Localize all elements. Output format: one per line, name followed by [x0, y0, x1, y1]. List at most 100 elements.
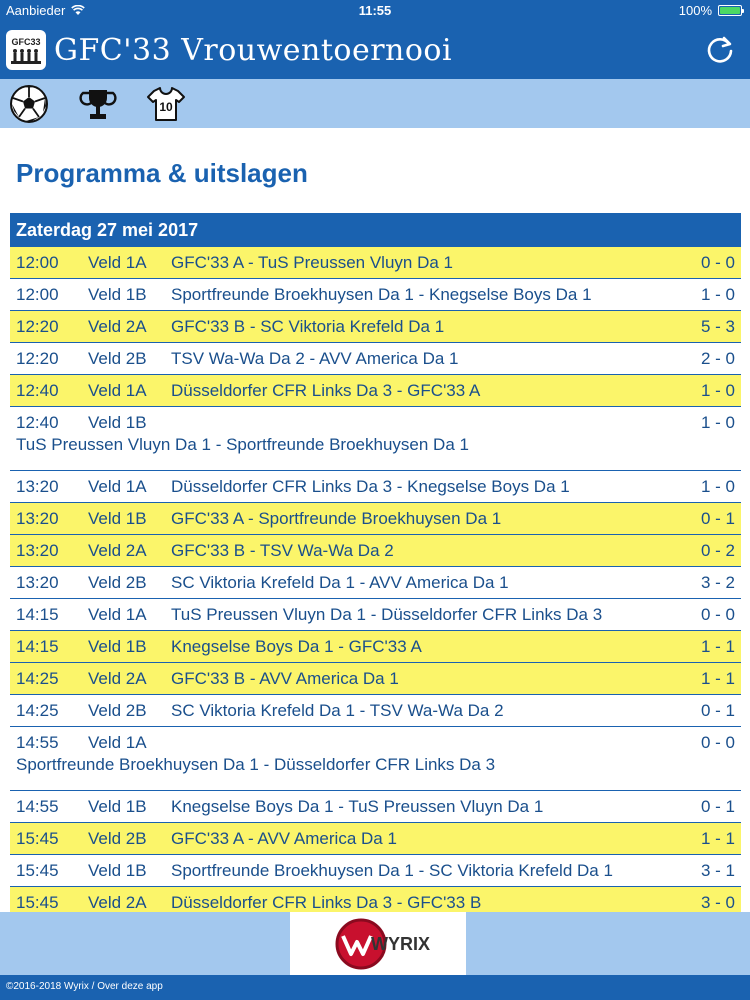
- battery-fill: [720, 7, 740, 14]
- match-score: 1 - 1: [700, 669, 735, 688]
- match-field: Veld 1B: [88, 413, 147, 432]
- match-teams: TuS Preussen Vluyn Da 1 - Düsseldorfer C…: [171, 605, 603, 624]
- match-score: 1 - 1: [700, 637, 735, 656]
- sponsor-name: WYRIX: [371, 934, 430, 954]
- match-teams: GFC'33 B - TSV Wa-Wa Da 2: [171, 541, 394, 560]
- match-teams: Sportfreunde Broekhuysen Da 1 - SC Vikto…: [171, 861, 613, 880]
- match-score: 5 - 3: [700, 317, 735, 336]
- match-teams: TSV Wa-Wa Da 2 - AVV America Da 1: [171, 349, 459, 368]
- match-teams: GFC'33 B - SC Viktoria Krefeld Da 1: [171, 317, 445, 336]
- battery-percent: 100%: [678, 3, 712, 18]
- nav-schedule[interactable]: [9, 84, 49, 124]
- match-score: 0 - 2: [700, 541, 735, 560]
- match-field: Veld 2A: [88, 317, 147, 336]
- day-header: Zaterdag 27 mei 2017: [10, 213, 741, 247]
- wifi-icon: [71, 5, 86, 15]
- match-time: 14:15: [16, 605, 59, 624]
- match-time: 15:45: [16, 861, 59, 880]
- match-field: Veld 2B: [88, 701, 147, 720]
- match-score: 3 - 2: [700, 573, 735, 592]
- match-teams: SC Viktoria Krefeld Da 1 - TSV Wa-Wa Da …: [171, 701, 504, 720]
- match-time: 15:45: [16, 829, 59, 848]
- match-field: Veld 1A: [88, 477, 147, 496]
- match-field: Veld 1A: [88, 733, 147, 752]
- match-row[interactable]: 14:55 Veld 1B Knegselse Boys Da 1 - TuS Pr…: [10, 791, 741, 823]
- match-row[interactable]: 12:20 Veld 2B TSV Wa-Wa Da 2 - AVV America…: [10, 343, 741, 375]
- nav-standings[interactable]: [78, 84, 118, 124]
- match-score: 0 - 1: [700, 797, 735, 816]
- schedule-table: Zaterdag 27 mei 2017 12:00 Veld 1A GFC'33 …: [10, 213, 741, 925]
- match-row[interactable]: 12:40 Veld 1B TuS Preussen Vluyn Da 1 - Sp…: [10, 407, 741, 471]
- soccer-ball-icon: [10, 85, 48, 123]
- match-teams: Sportfreunde Broekhuysen Da 1 - Düsseldo…: [16, 755, 496, 774]
- nav-bar: 10: [0, 79, 750, 128]
- match-row[interactable]: 12:40 Veld 1A Düsseldorfer CFR Links Da 3 …: [10, 375, 741, 407]
- jersey-icon: 10: [147, 87, 185, 121]
- match-teams: GFC'33 A - TuS Preussen Vluyn Da 1: [171, 253, 453, 272]
- match-teams: TuS Preussen Vluyn Da 1 - Sportfreunde B…: [16, 435, 469, 454]
- match-score: 2 - 0: [700, 349, 735, 368]
- match-row[interactable]: 12:20 Veld 2A GFC'33 B - SC Viktoria Krefe…: [10, 311, 741, 343]
- match-score: 1 - 0: [700, 477, 735, 496]
- match-row[interactable]: 14:15 Veld 1A TuS Preussen Vluyn Da 1 - Dü…: [10, 599, 741, 631]
- nav-teams[interactable]: 10: [146, 84, 186, 124]
- match-time: 13:20: [16, 573, 59, 592]
- match-field: Veld 1A: [88, 381, 147, 400]
- match-row[interactable]: 13:20 Veld 1A Düsseldorfer CFR Links Da 3 …: [10, 471, 741, 503]
- match-time: 13:20: [16, 477, 59, 496]
- match-teams: Sportfreunde Broekhuysen Da 1 - Knegsels…: [171, 285, 592, 304]
- match-list: 12:00 Veld 1A GFC'33 A - TuS Preussen Vluy…: [10, 247, 741, 919]
- wyrix-logo: WYRIX: [335, 918, 430, 969]
- match-field: Veld 2A: [88, 541, 147, 560]
- match-time: 14:25: [16, 701, 59, 720]
- match-time: 13:20: [16, 541, 59, 560]
- match-row[interactable]: 13:20 Veld 2A GFC'33 B - TSV Wa-Wa Da 2 0 -…: [10, 535, 741, 567]
- match-row[interactable]: 14:25 Veld 2A GFC'33 B - AVV America Da 1 1…: [10, 663, 741, 695]
- match-row[interactable]: 12:00 Veld 1B Sportfreunde Broekhuysen Da …: [10, 279, 741, 311]
- logo-text: GFC33: [11, 37, 40, 47]
- match-time: 14:55: [16, 733, 59, 752]
- app-title: GFC'33 Vrouwentoernooi: [54, 33, 453, 68]
- match-teams: GFC'33 A - AVV America Da 1: [171, 829, 397, 848]
- match-teams: Düsseldorfer CFR Links Da 3 - GFC'33 B: [171, 893, 482, 912]
- match-teams: SC Viktoria Krefeld Da 1 - AVV America D…: [171, 573, 509, 592]
- match-row[interactable]: 12:00 Veld 1A GFC'33 A - TuS Preussen Vluy…: [10, 247, 741, 279]
- sponsor-banner[interactable]: WYRIX: [290, 912, 466, 975]
- trophy-icon: [79, 90, 117, 119]
- match-field: Veld 1B: [88, 797, 147, 816]
- match-row[interactable]: 13:20 Veld 1B GFC'33 A - Sportfreunde Broe…: [10, 503, 741, 535]
- match-row[interactable]: 14:55 Veld 1A Sportfreunde Broekhuysen Da …: [10, 727, 741, 791]
- match-score: 3 - 1: [700, 861, 735, 880]
- sponsor-bar: WYRIX: [0, 912, 750, 975]
- match-field: Veld 2B: [88, 349, 147, 368]
- match-score: 1 - 1: [700, 829, 735, 848]
- match-time: 14:55: [16, 797, 59, 816]
- match-row[interactable]: 15:45 Veld 1B Sportfreunde Broekhuysen Da …: [10, 855, 741, 887]
- battery-icon: [718, 5, 744, 16]
- match-time: 12:40: [16, 413, 59, 432]
- battery-group: 100%: [678, 3, 744, 18]
- match-row[interactable]: 14:15 Veld 1B Knegselse Boys Da 1 - GFC'33…: [10, 631, 741, 663]
- match-time: 12:40: [16, 381, 59, 400]
- match-time: 12:00: [16, 285, 59, 304]
- carrier-group: Aanbieder: [6, 3, 86, 18]
- page-title: Programma & uitslagen: [16, 158, 308, 188]
- match-time: 14:15: [16, 637, 59, 656]
- match-row[interactable]: 14:25 Veld 2B SC Viktoria Krefeld Da 1 - T…: [10, 695, 741, 727]
- carrier-label: Aanbieder: [6, 3, 66, 18]
- match-time: 14:25: [16, 669, 59, 688]
- app-logo: GFC33: [6, 30, 46, 70]
- copyright-link[interactable]: ©2016-2018 Wyrix / Over deze app: [0, 975, 750, 1000]
- match-teams: GFC'33 A - Sportfreunde Broekhuysen Da 1: [171, 509, 502, 528]
- match-teams: GFC'33 B - AVV America Da 1: [171, 669, 399, 688]
- club-logo-icon: GFC33: [11, 37, 41, 64]
- app-header: GFC33 GFC'33 Vrouwentoernooi: [0, 22, 750, 79]
- match-row[interactable]: 15:45 Veld 2B GFC'33 A - AVV America Da 1 1…: [10, 823, 741, 855]
- match-score: 0 - 1: [700, 701, 735, 720]
- match-score: 1 - 0: [700, 381, 735, 400]
- match-row[interactable]: 13:20 Veld 2B SC Viktoria Krefeld Da 1 - A…: [10, 567, 741, 599]
- refresh-icon[interactable]: [704, 34, 736, 66]
- match-field: Veld 2B: [88, 573, 147, 592]
- match-field: Veld 1B: [88, 285, 147, 304]
- match-teams: Düsseldorfer CFR Links Da 3 - Knegselse …: [171, 477, 570, 496]
